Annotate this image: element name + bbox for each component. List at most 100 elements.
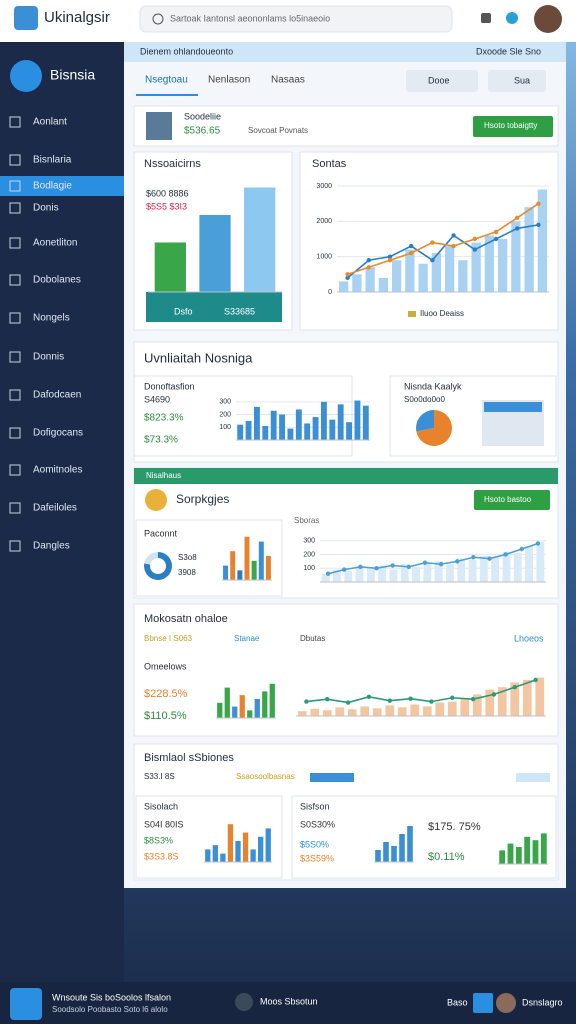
value-label: $175. 75%: [428, 821, 481, 833]
menu-icon: [9, 540, 21, 552]
profile-button[interactable]: [473, 116, 553, 137]
point: [387, 258, 393, 263]
bar: [532, 840, 539, 864]
lock-icon[interactable]: [481, 13, 491, 23]
menu-item[interactable]: Aonlant: [33, 117, 67, 128]
y-tick-label: 200: [303, 551, 315, 558]
bar: [391, 260, 402, 292]
y-tick-label: 2000: [316, 218, 332, 225]
pie-slice: [416, 410, 453, 446]
bar: [471, 242, 481, 292]
footer-title: Wnsoute Sis boSoolos lfsalon: [52, 992, 171, 1002]
button[interactable]: [406, 70, 478, 92]
bar: [444, 246, 455, 292]
point: [536, 222, 541, 228]
search-placeholder: Sartoak Iantonsl aeononlams lo5inaeoio: [170, 13, 330, 23]
menu-item[interactable]: Dafeiloles: [33, 503, 77, 514]
footer-check[interactable]: [473, 993, 493, 1013]
menu-item[interactable]: Bisnlaria: [33, 155, 72, 166]
bar: [525, 546, 534, 582]
bar: [269, 683, 275, 718]
section-icon: [145, 489, 167, 511]
bar: [347, 709, 357, 716]
menu-item[interactable]: Dobolanes: [33, 275, 81, 286]
bar: [513, 553, 522, 582]
footer-avatar[interactable]: [496, 993, 516, 1013]
filter: Bbnse I S063: [144, 634, 193, 643]
link[interactable]: Lhoeos: [514, 633, 544, 643]
footer-user: Dsnslagro: [522, 997, 563, 1007]
menu-item[interactable]: Aonetliton: [33, 238, 77, 249]
bar: [431, 253, 442, 292]
menu-item[interactable]: Nongels: [33, 313, 70, 324]
bar: [378, 277, 389, 292]
bar: [507, 843, 514, 864]
card-title: Nssoaicirns: [144, 158, 201, 170]
menu-item[interactable]: Dafodcaen: [33, 390, 81, 401]
notification-icon[interactable]: [506, 12, 518, 24]
bar: [262, 691, 268, 718]
search-icon: [152, 13, 164, 25]
profile-value: $536.65: [184, 126, 221, 137]
section-button[interactable]: [474, 490, 550, 510]
bar: [354, 400, 361, 440]
point: [430, 258, 435, 263]
pie-slice: [416, 410, 434, 432]
bar: [346, 422, 352, 440]
profile-name: Soodeliie: [184, 111, 221, 121]
legend-label: Iluoo Deaiss: [420, 309, 464, 318]
bar: [237, 424, 244, 440]
y-tick-label: 100: [219, 424, 231, 431]
point: [358, 564, 363, 570]
bar: [217, 702, 223, 718]
menu-item[interactable]: Dangles: [33, 541, 70, 552]
button-label: Hsoto tobaigtty: [484, 121, 537, 130]
filter-chip[interactable]: [310, 773, 354, 782]
card: [291, 795, 557, 879]
active-item[interactable]: [0, 176, 124, 196]
menu-item[interactable]: Dofigocans: [33, 428, 83, 439]
point: [430, 240, 435, 245]
profile-status: Sovcoat Povnats: [248, 126, 308, 135]
footer-label: Dsfo: [174, 306, 193, 316]
bar: [223, 565, 229, 580]
bar: [497, 687, 507, 716]
button[interactable]: [488, 70, 546, 92]
bar: [383, 842, 389, 862]
point: [387, 698, 392, 703]
bar: [435, 702, 445, 716]
menu-icon: [9, 427, 21, 439]
point: [472, 247, 477, 252]
bar: [375, 850, 381, 862]
menu-icon: [9, 237, 21, 249]
point: [519, 546, 524, 552]
bar: [397, 707, 407, 716]
bar: [484, 235, 495, 292]
point: [455, 559, 460, 564]
menu-item[interactable]: Donis: [33, 203, 59, 214]
menu-item[interactable]: Bodlagie: [33, 181, 72, 192]
bar: [258, 836, 264, 862]
bar: [479, 555, 488, 582]
point: [450, 695, 455, 700]
value-label: S0S30%: [300, 819, 335, 829]
footer-button[interactable]: Baso: [447, 997, 468, 1007]
menu-item[interactable]: Aomitnoles: [33, 465, 82, 476]
bar: [237, 570, 243, 580]
avatar[interactable]: [534, 5, 562, 33]
bar: [352, 274, 362, 292]
point: [512, 685, 517, 690]
search-box[interactable]: [139, 5, 453, 33]
value-label: $5S0%: [300, 839, 329, 849]
bar: [329, 419, 336, 440]
filter-chip[interactable]: [516, 773, 550, 782]
bar: [472, 694, 482, 716]
button-label: Dooe: [428, 75, 450, 85]
profile-image: [146, 112, 172, 140]
filter: Ssaosoolbasnas: [236, 772, 295, 781]
point: [387, 254, 393, 259]
menu-item[interactable]: Donnis: [33, 352, 64, 363]
bar: [337, 404, 344, 440]
footer-status: Moos Sbsotun: [260, 996, 318, 1006]
